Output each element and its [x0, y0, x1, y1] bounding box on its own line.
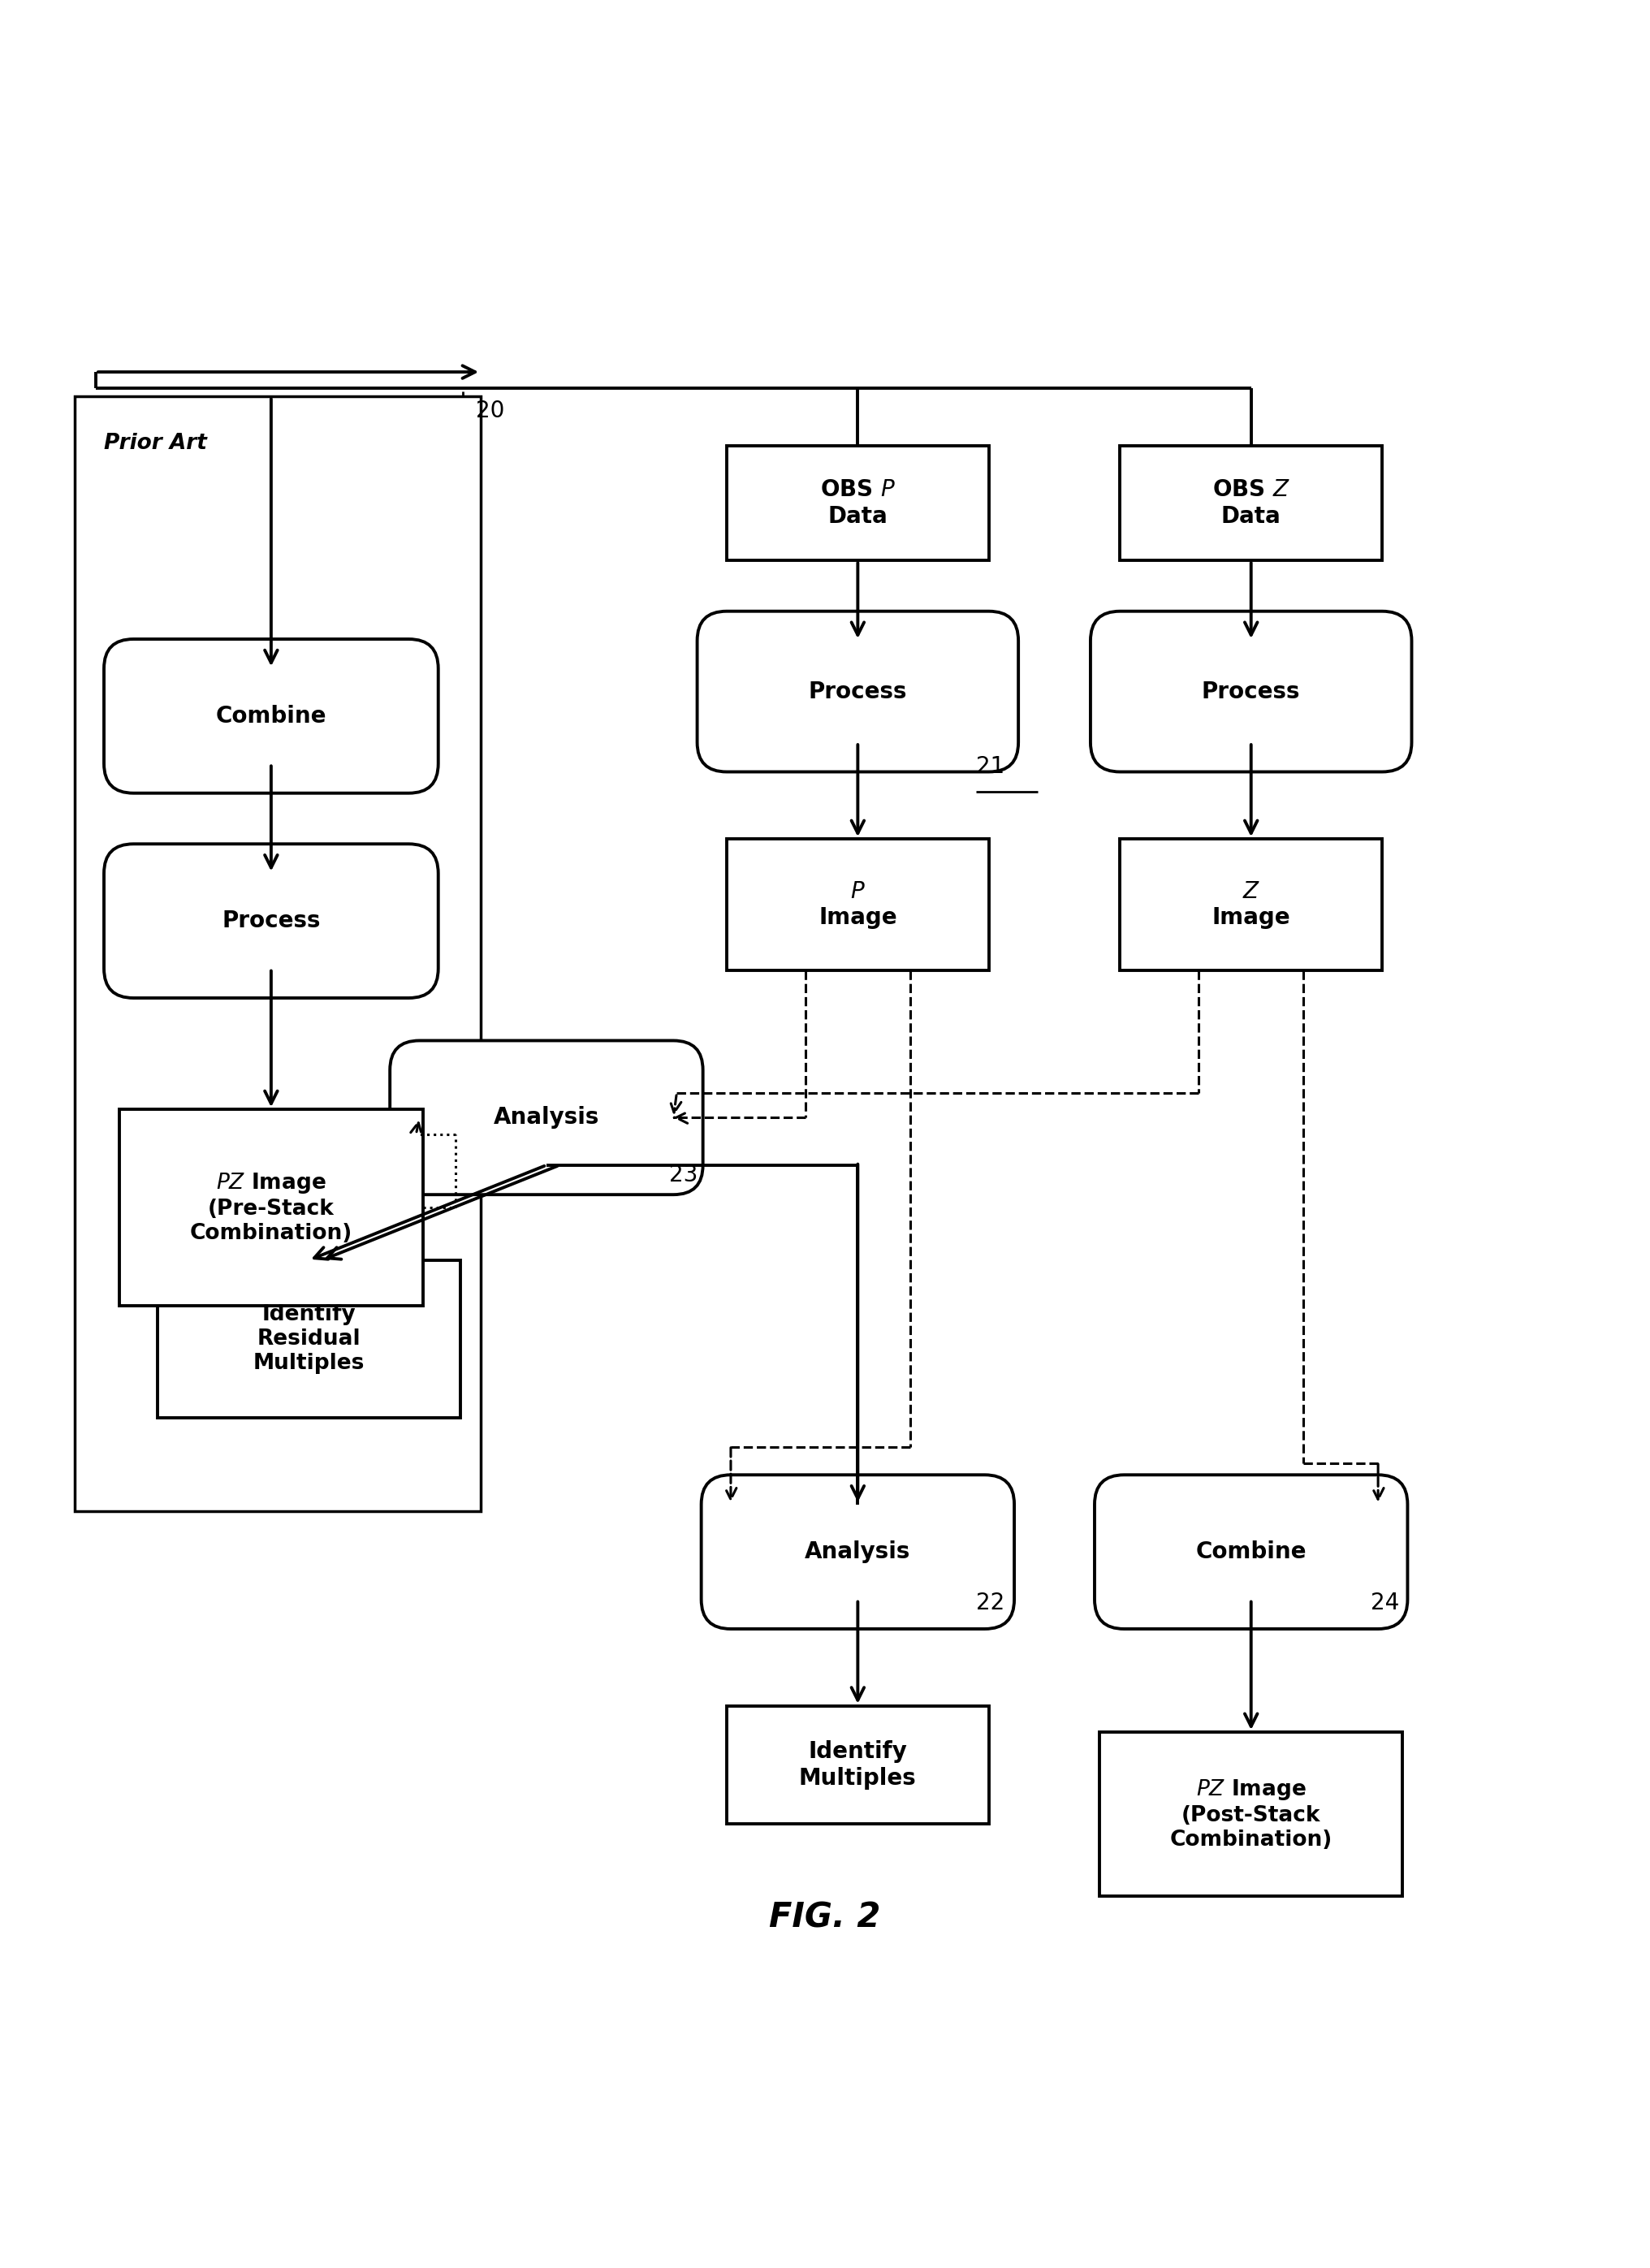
- FancyBboxPatch shape: [1120, 447, 1383, 560]
- FancyBboxPatch shape: [1091, 612, 1412, 771]
- FancyBboxPatch shape: [104, 640, 439, 794]
- FancyBboxPatch shape: [1099, 1733, 1402, 1896]
- Text: Prior Art: Prior Art: [104, 433, 206, 454]
- FancyBboxPatch shape: [157, 1261, 460, 1418]
- Text: Process: Process: [221, 909, 320, 932]
- FancyBboxPatch shape: [389, 1041, 703, 1195]
- FancyBboxPatch shape: [698, 612, 1018, 771]
- Text: 20: 20: [475, 399, 505, 422]
- Text: Analysis: Analysis: [493, 1107, 599, 1129]
- FancyBboxPatch shape: [119, 1109, 422, 1306]
- FancyBboxPatch shape: [1120, 839, 1383, 971]
- Text: 22: 22: [975, 1592, 1005, 1615]
- Text: Identify
Residual
Multiples: Identify Residual Multiples: [252, 1304, 365, 1374]
- FancyBboxPatch shape: [1094, 1474, 1407, 1628]
- FancyBboxPatch shape: [104, 844, 439, 998]
- Text: Process: Process: [808, 680, 908, 703]
- Text: $\mathit{P}$
Image: $\mathit{P}$ Image: [818, 880, 898, 930]
- FancyBboxPatch shape: [726, 1706, 988, 1823]
- Text: $\mathit{Z}$
Image: $\mathit{Z}$ Image: [1211, 880, 1290, 930]
- Text: Analysis: Analysis: [805, 1540, 911, 1563]
- FancyBboxPatch shape: [701, 1474, 1015, 1628]
- Text: $\mathit{PZ}$ Image
(Post-Stack
Combination): $\mathit{PZ}$ Image (Post-Stack Combinat…: [1170, 1778, 1332, 1851]
- Text: Identify
Multiples: Identify Multiples: [799, 1740, 916, 1789]
- Text: 24: 24: [1371, 1592, 1399, 1615]
- Text: 21: 21: [975, 755, 1005, 778]
- Text: Combine: Combine: [1196, 1540, 1307, 1563]
- Text: Combine: Combine: [216, 705, 327, 728]
- FancyBboxPatch shape: [74, 397, 480, 1510]
- Text: OBS $\mathit{Z}$
Data: OBS $\mathit{Z}$ Data: [1213, 479, 1290, 528]
- Text: FIG. 2: FIG. 2: [769, 1901, 881, 1935]
- FancyBboxPatch shape: [726, 839, 988, 971]
- FancyBboxPatch shape: [726, 447, 988, 560]
- Text: $\mathit{PZ}$ Image
(Pre-Stack
Combination): $\mathit{PZ}$ Image (Pre-Stack Combinati…: [190, 1170, 353, 1245]
- Text: 23: 23: [670, 1163, 698, 1186]
- Text: OBS $\mathit{P}$
Data: OBS $\mathit{P}$ Data: [820, 479, 896, 528]
- Text: Process: Process: [1201, 680, 1300, 703]
